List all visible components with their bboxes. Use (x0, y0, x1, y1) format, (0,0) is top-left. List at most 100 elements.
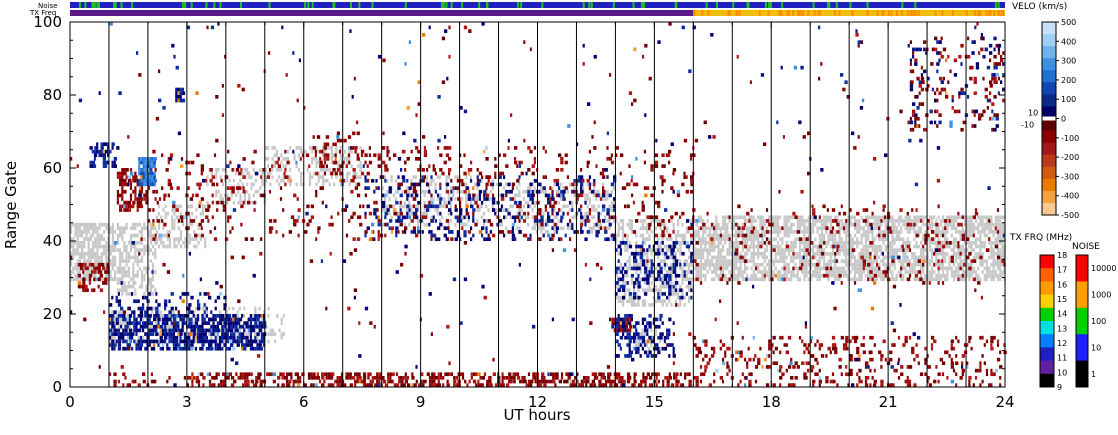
range-cell (299, 157, 302, 161)
txfreq-strip-mark (819, 10, 822, 16)
range-cell (752, 226, 755, 231)
range-cell (655, 219, 658, 223)
range-cell (979, 241, 982, 245)
range-cell (873, 244, 876, 249)
range-cell (668, 295, 671, 300)
range-cell (123, 226, 126, 231)
range-cell (900, 215, 903, 220)
range-cell (463, 171, 467, 176)
txfreq-strip-mark (917, 10, 920, 16)
range-cell (635, 303, 638, 307)
range-cell (941, 244, 946, 249)
range-cell (831, 241, 835, 245)
range-cell (246, 372, 249, 377)
txfreq-strip-mark (693, 10, 696, 16)
range-cell (746, 230, 749, 234)
range-cell (990, 226, 993, 231)
range-cell (459, 164, 463, 168)
range-cell (231, 226, 234, 231)
range-cell (728, 262, 731, 267)
range-cell (831, 270, 835, 274)
range-cell (242, 175, 246, 179)
range-cell (685, 273, 688, 278)
range-cell (522, 211, 527, 216)
range-cell (644, 303, 647, 307)
range-cell (776, 230, 780, 234)
range-cell (882, 277, 885, 282)
range-cell (76, 244, 79, 249)
range-cell (693, 252, 696, 256)
range-cell (834, 270, 837, 274)
range-cell (809, 237, 813, 242)
range-cell (246, 383, 250, 387)
range-cell (275, 168, 278, 172)
range-cell (168, 376, 171, 380)
range-cell (242, 186, 245, 190)
range-cell (236, 310, 239, 314)
range-cell (928, 259, 931, 263)
range-cell (164, 215, 167, 220)
range-cell (293, 193, 297, 198)
range-cell (750, 273, 753, 278)
range-cell (81, 255, 84, 260)
range-cell (750, 255, 753, 260)
range-cell (621, 186, 624, 190)
range-cell (123, 208, 127, 212)
range-cell (805, 252, 808, 256)
range-cell (974, 255, 978, 260)
range-cell (613, 215, 617, 220)
range-cell (666, 248, 669, 252)
range-cell (116, 222, 119, 227)
range-cell (831, 208, 836, 212)
range-cell (568, 208, 572, 212)
txfreq-strip-mark (813, 10, 816, 16)
range-cell (460, 222, 464, 227)
range-cell (608, 204, 611, 209)
range-cell (990, 270, 993, 274)
range-cell (715, 233, 718, 238)
txfreq-strip-late (693, 10, 1005, 16)
range-cell (836, 215, 839, 220)
range-cell (847, 241, 850, 245)
range-cell (922, 222, 925, 227)
range-cell (346, 171, 349, 176)
range-cell (933, 215, 936, 220)
range-cell (827, 252, 830, 256)
range-cell (1001, 222, 1004, 227)
range-cell (719, 266, 722, 271)
range-cell (968, 241, 971, 245)
range-cell (425, 222, 428, 227)
range-cell (633, 303, 636, 307)
range-cell (143, 226, 146, 231)
range-cell (798, 259, 802, 263)
range-cell (659, 233, 662, 238)
range-cell (941, 273, 945, 278)
range-cell (267, 332, 270, 336)
range-cell (663, 226, 666, 231)
range-cell (763, 222, 766, 227)
range-cell (415, 146, 419, 150)
range-cell (469, 200, 472, 205)
range-cell (449, 186, 453, 190)
range-cell (116, 266, 119, 271)
range-cell (959, 259, 962, 263)
range-cell (842, 252, 846, 256)
range-cell (476, 204, 479, 209)
txfreq-strip-mark (802, 10, 805, 16)
range-cell (516, 204, 520, 209)
range-cell (368, 160, 373, 165)
range-cell (996, 215, 1000, 220)
range-cell (670, 237, 673, 241)
range-cell (878, 248, 881, 252)
txfreq-strip-mark (807, 10, 810, 16)
range-cell (190, 222, 194, 227)
range-cell (132, 200, 136, 205)
range-cell (114, 277, 117, 282)
range-cell (383, 208, 387, 212)
range-cell (337, 164, 340, 168)
range-cell (522, 197, 525, 201)
range-cell (447, 175, 450, 179)
range-cell (935, 273, 938, 278)
range-cell (98, 255, 101, 260)
range-cell (200, 164, 204, 168)
